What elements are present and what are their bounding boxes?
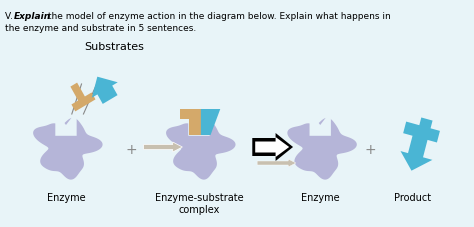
Text: Enzyme: Enzyme [301, 192, 339, 202]
Polygon shape [287, 118, 357, 180]
Polygon shape [401, 118, 440, 171]
Polygon shape [92, 77, 118, 104]
Polygon shape [188, 111, 210, 136]
Polygon shape [33, 118, 102, 180]
Polygon shape [166, 118, 236, 180]
FancyArrow shape [144, 142, 182, 152]
FancyArrow shape [257, 159, 296, 167]
Polygon shape [70, 83, 95, 112]
Text: Explain: Explain [14, 12, 51, 21]
Text: Product: Product [394, 192, 431, 202]
Text: +: + [365, 142, 376, 156]
FancyArrow shape [252, 133, 293, 161]
Text: +: + [125, 142, 137, 156]
Text: Substrates: Substrates [84, 42, 145, 52]
Text: Enzyme-substrate
complex: Enzyme-substrate complex [155, 192, 243, 215]
Polygon shape [201, 109, 220, 135]
Polygon shape [310, 111, 331, 136]
Text: V.: V. [5, 12, 16, 21]
Text: Enzyme: Enzyme [46, 192, 85, 202]
Text: the enzyme and substrate in 5 sentences.: the enzyme and substrate in 5 sentences. [5, 24, 196, 33]
Polygon shape [55, 111, 77, 136]
Text: the model of enzyme action in the diagram below. Explain what happens in: the model of enzyme action in the diagra… [45, 12, 391, 21]
Polygon shape [180, 109, 201, 135]
FancyArrow shape [255, 137, 289, 157]
